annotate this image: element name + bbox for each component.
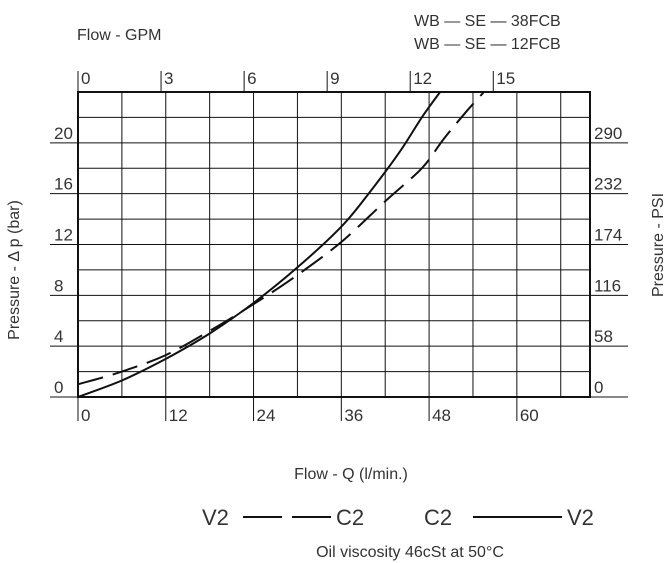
x-tick-label: 24 (257, 406, 276, 425)
top-tick-label: 3 (164, 69, 173, 88)
top-tick-label: 15 (496, 69, 515, 88)
y-tick-label: 16 (54, 175, 73, 194)
right-tick-label: 232 (594, 175, 622, 194)
legend: V2 C2 C2 V2 (202, 505, 594, 530)
right-tick-label: 290 (594, 124, 622, 143)
legend-solid-to: V2 (567, 505, 594, 530)
y-axis-title: Pressure - Δ p (bar) (6, 200, 23, 340)
x-tick-label: 0 (81, 406, 90, 425)
x-axis-title: Flow - Q (l/min.) (294, 466, 408, 483)
viscosity-note: Oil viscosity 46cSt at 50°C (316, 544, 504, 561)
right-axis-title: Pressure - PSI (650, 193, 667, 297)
legend-solid-from: C2 (424, 505, 452, 530)
y-tick-label: 20 (54, 124, 73, 143)
x-tick-label: 12 (169, 406, 188, 425)
top-tick-label: 6 (247, 69, 256, 88)
x-tick-label: 36 (344, 406, 363, 425)
series-lines (77, 91, 485, 398)
top-tick-label: 0 (81, 69, 90, 88)
right-tick-label: 174 (594, 226, 622, 245)
top-tick-label: 12 (413, 69, 432, 88)
grid (78, 92, 590, 397)
series-line-solid (77, 91, 441, 398)
axis-ticks: 0 12 24 36 48 600 3 6 9 12 15048121620058116174232… (50, 69, 628, 425)
top-axis-title: Flow - GPM (77, 27, 161, 44)
y-tick-label: 12 (54, 226, 73, 245)
model-label-2: WB — SE — 12FCB (414, 36, 561, 53)
x-tick-label: 60 (520, 406, 539, 425)
model-label-1: WB — SE — 38FCB (414, 13, 561, 30)
right-tick-label: 0 (594, 378, 603, 397)
top-tick-label: 9 (330, 69, 339, 88)
legend-dashed-from: V2 (202, 505, 229, 530)
right-tick-label: 58 (594, 327, 613, 346)
y-tick-label: 8 (54, 276, 63, 295)
y-tick-label: 4 (54, 327, 63, 346)
y-tick-label: 0 (54, 378, 63, 397)
series-line-dashed (77, 91, 485, 386)
legend-dashed-to: C2 (336, 505, 364, 530)
x-tick-label: 48 (432, 406, 451, 425)
right-tick-label: 116 (594, 276, 621, 295)
